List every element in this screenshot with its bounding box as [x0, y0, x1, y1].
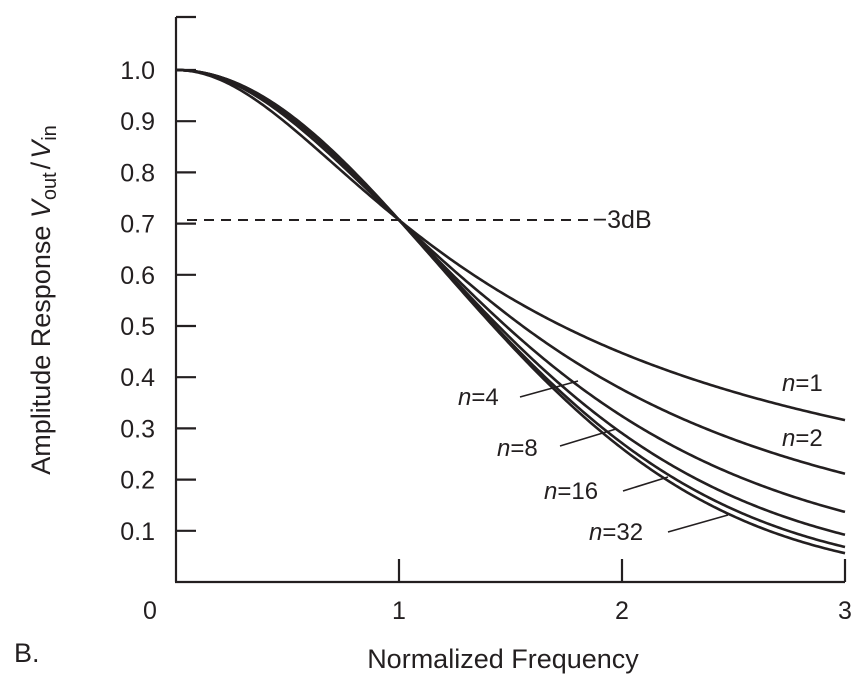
series-label-n: n: [458, 384, 471, 411]
series-label-n: n: [782, 370, 795, 397]
series-label-value: =1: [795, 370, 822, 397]
series-line-n-8: [175, 68, 846, 537]
y-axis-title-slash: /: [26, 161, 56, 169]
y-axis-title-sub2: in: [39, 125, 61, 141]
leader-line: [519, 380, 579, 398]
series-label-value: =4: [471, 384, 498, 411]
series-label-n-8: n=8: [497, 435, 538, 462]
y-axis-title-v2: V: [26, 138, 56, 159]
y-tick-label: 0.7: [120, 211, 155, 239]
series-label-value: =16: [557, 478, 598, 505]
series-label-n: n: [497, 435, 510, 462]
x-tick-label: 2: [615, 597, 629, 625]
series-label-n-2: n=2: [782, 425, 823, 452]
y-tick-label: 0.1: [120, 518, 155, 546]
x-tick-label: 3: [838, 597, 852, 625]
y-tick-label: 0.9: [120, 108, 155, 136]
y-tick-label: 0.3: [120, 415, 155, 443]
series-line-n-2: [175, 68, 846, 475]
leader-line: [622, 476, 669, 492]
series-label-n-32: n=32: [589, 519, 643, 546]
series-line-n-1: [175, 68, 846, 422]
curves: [175, 68, 846, 555]
series-line-n-16: [175, 68, 846, 549]
x-tick-label: 1: [392, 597, 406, 625]
series-label-n-4: n=4: [458, 384, 499, 411]
reference-line-group: −3dB: [187, 206, 652, 234]
ticks: 0.1 0.2 0.3 0.4 0.5 0.6 0.7 0.8 0.9 1.0 0 1 2 3: [120, 57, 852, 625]
series-label-n-1: n=1: [782, 370, 823, 397]
series-label-n: n: [544, 478, 557, 505]
series-label-n: n: [589, 519, 602, 546]
series-label-value: =32: [602, 519, 643, 546]
series-labels: n=1n=2n=4n=8n=16n=32: [458, 370, 823, 546]
y-axis-title: Amplitude Response Vout / Vin: [26, 125, 61, 475]
y-axis-title-prefix: Amplitude Response: [26, 218, 56, 475]
x-tick-label: 0: [143, 597, 157, 625]
y-tick-label: 0.8: [120, 159, 155, 187]
series-line-n-32: [175, 68, 846, 555]
reference-line-label: −3dB: [593, 206, 652, 234]
leader-line: [667, 514, 729, 533]
panel-label: B.: [14, 638, 40, 668]
series-label-n: n: [782, 425, 795, 452]
y-tick-label: 0.2: [120, 467, 155, 495]
y-tick-label: 0.5: [120, 313, 155, 341]
leader-line: [559, 428, 617, 447]
y-tick-label: 0.6: [120, 262, 155, 290]
series-label-value: =2: [795, 425, 822, 452]
y-tick-label: 0.4: [120, 364, 155, 392]
series-label-value: =8: [510, 435, 537, 462]
y-tick-label: 1.0: [120, 57, 155, 85]
y-axis-title-sub1: out: [39, 172, 61, 200]
x-axis-title: Normalized Frequency: [367, 644, 639, 674]
series-label-n-16: n=16: [544, 478, 598, 505]
axes: [174, 15, 845, 584]
y-axis-title-v1: V: [26, 197, 56, 218]
